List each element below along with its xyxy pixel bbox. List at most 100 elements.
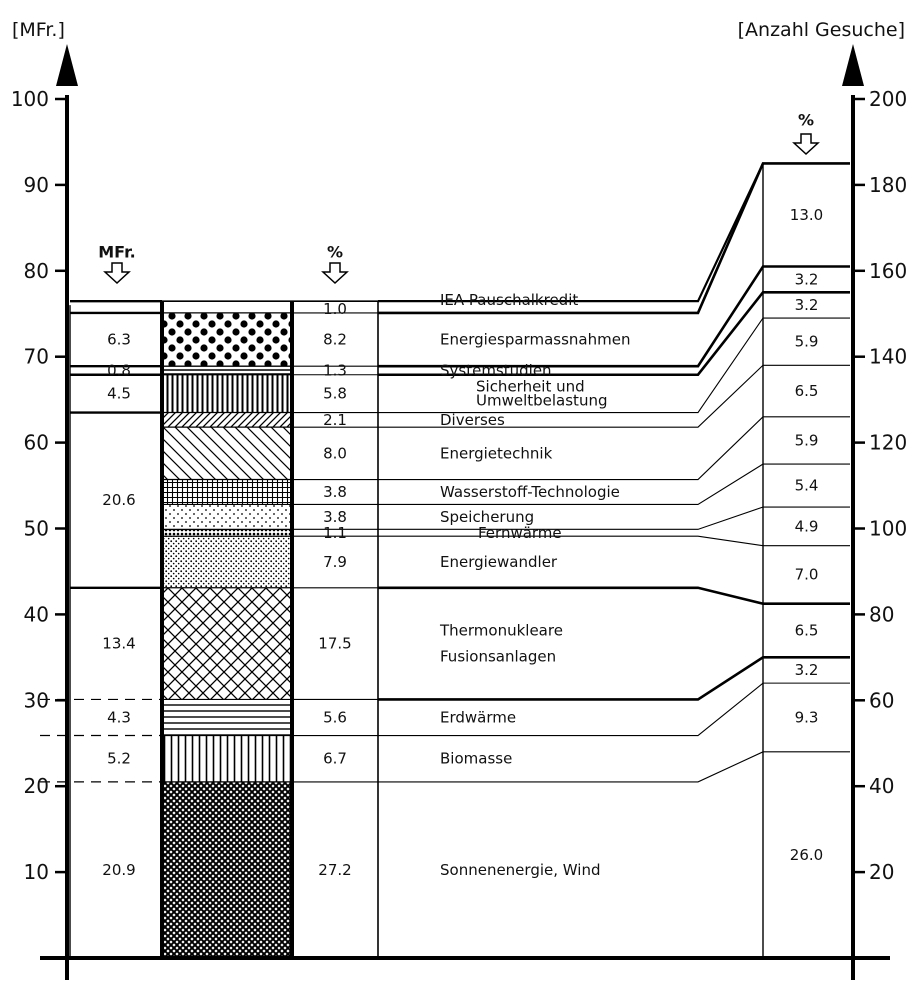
mfr-group-value-5: 4.5 xyxy=(107,385,131,403)
category-label-10-0: Sicherheit und xyxy=(476,378,585,396)
percent-down-arrow-icon xyxy=(321,262,349,285)
mfr-group-value-0: 20.9 xyxy=(102,861,135,879)
mfr-down-arrow-icon xyxy=(103,262,131,285)
bar-segment-6 xyxy=(162,504,292,530)
right-percent-value-7: 5.9 xyxy=(795,431,819,449)
left-axis-unit: [MFr.] xyxy=(12,19,65,41)
category-label-1: Biomasse xyxy=(440,750,512,768)
percent-value-9: 2.1 xyxy=(323,411,347,429)
chart-text-layer: 10 20 30 40 50 60 70 80 90 100 20 40 60 80 100 120 140 16… xyxy=(11,19,907,884)
left-tick-label-100: 100 xyxy=(11,87,49,111)
bar-segment-4 xyxy=(162,536,292,588)
bar-segment-12 xyxy=(162,312,292,367)
bar-segment-0 xyxy=(162,781,292,958)
left-axis-arrow-icon xyxy=(56,44,78,86)
right-tick-label-140: 140 xyxy=(869,345,907,369)
boundary-line-4 xyxy=(378,535,850,547)
right-tick-label-160: 160 xyxy=(869,259,907,283)
right-tick-label-180: 180 xyxy=(869,173,907,197)
bar-segment-11 xyxy=(162,366,292,375)
right-percent-value-4: 7.0 xyxy=(795,566,819,584)
right-tick-label-100: 100 xyxy=(869,517,907,541)
right-tick-label-20: 20 xyxy=(869,860,894,884)
category-label-13: IEA Pauschalkredit xyxy=(440,291,578,309)
percent-value-8: 8.0 xyxy=(323,444,347,462)
right-percent-value-1: 9.3 xyxy=(795,708,819,726)
boundary-line-3 xyxy=(378,586,850,605)
percent-column-header: % xyxy=(327,243,343,262)
right-percent-column-header: % xyxy=(798,111,814,130)
bar-segment-8 xyxy=(162,427,292,480)
left-tick-label-20: 20 xyxy=(24,774,49,798)
left-tick-label-90: 90 xyxy=(24,173,49,197)
category-label-9: Diverses xyxy=(440,411,505,429)
percent-value-12: 8.2 xyxy=(323,331,347,349)
right-tick-label-60: 60 xyxy=(869,688,894,712)
percent-value-4: 7.9 xyxy=(323,553,347,571)
percent-value-3: 17.5 xyxy=(318,635,351,653)
left-tick-label-50: 50 xyxy=(24,517,49,541)
category-label-11: Systemstudien xyxy=(440,361,552,379)
boundary-line-5 xyxy=(378,506,850,530)
right-axis-arrow-icon xyxy=(842,44,864,86)
right-percent-value-9: 5.9 xyxy=(795,333,819,351)
mfr-group-value-3: 13.4 xyxy=(102,635,135,653)
bar-segment-3 xyxy=(162,587,292,700)
category-label-0: Sonnenenergie, Wind xyxy=(440,861,600,879)
percent-value-11: 1.3 xyxy=(323,361,347,379)
mfr-group-value-7: 6.3 xyxy=(107,331,131,349)
boundary-line-1 xyxy=(378,682,850,737)
bar-segment-2 xyxy=(162,699,292,736)
bar-segment-10 xyxy=(162,374,292,413)
boundary-line-12 xyxy=(378,162,850,315)
boundary-line-8 xyxy=(378,364,850,428)
left-tick-label-10: 10 xyxy=(24,860,49,884)
right-axis-unit: [Anzahl Gesuche] xyxy=(738,19,905,41)
percent-value-13: 1.0 xyxy=(323,300,347,318)
right-tick-label-200: 200 xyxy=(869,87,907,111)
left-tick-label-40: 40 xyxy=(24,602,49,626)
right-percent-value-6: 5.4 xyxy=(795,477,819,495)
mfr-group-value-4: 20.6 xyxy=(102,491,135,509)
right-percent-value-11: 3.2 xyxy=(795,270,819,288)
right-percent-value-10: 3.2 xyxy=(795,296,819,314)
boundary-line-6 xyxy=(378,463,850,505)
percent-value-0: 27.2 xyxy=(318,861,351,879)
right-percent-value-5: 4.9 xyxy=(795,517,819,535)
boundary-line-7 xyxy=(378,416,850,481)
category-label-3-0: Thermonukleare xyxy=(439,622,563,640)
category-label-4: Energiewandler xyxy=(440,553,558,571)
boundary-line-2 xyxy=(378,656,850,701)
left-tick-label-70: 70 xyxy=(24,345,49,369)
mfr-group-value-2: 4.3 xyxy=(107,708,131,726)
mfr-group-value-1: 5.2 xyxy=(107,750,131,768)
right-percent-value-8: 6.5 xyxy=(795,382,819,400)
boundary-line-9 xyxy=(378,317,850,414)
category-label-8: Energietechnik xyxy=(440,444,553,462)
boundary-line-11 xyxy=(378,265,850,368)
category-label-10-1: Umweltbelastung xyxy=(476,392,607,410)
percent-value-5: 1.1 xyxy=(323,524,347,542)
boundary-line-0 xyxy=(378,751,850,783)
category-label-7: Wasserstoff-Technologie xyxy=(440,483,620,501)
category-label-3-1: Fusionsanlagen xyxy=(440,648,556,666)
right-tick-label-40: 40 xyxy=(869,774,894,798)
percent-value-2: 5.6 xyxy=(323,708,347,726)
left-tick-label-80: 80 xyxy=(24,259,49,283)
iea-boundary-line xyxy=(378,162,764,303)
mfr-group-value-6: 0.8 xyxy=(107,361,131,379)
boundary-line-10 xyxy=(378,290,850,377)
right-tick-label-80: 80 xyxy=(869,602,894,626)
right-percent-value-3: 6.5 xyxy=(795,622,819,640)
category-label-12: Energiesparmassnahmen xyxy=(440,331,630,349)
bar-segment-9 xyxy=(162,412,292,428)
right-percent-down-arrow-icon xyxy=(792,133,820,156)
left-tick-label-60: 60 xyxy=(24,431,49,455)
percent-value-1: 6.7 xyxy=(323,750,347,768)
right-percent-value-2: 3.2 xyxy=(795,661,819,679)
bar-segment-7 xyxy=(162,479,292,505)
right-percent-value-12: 13.0 xyxy=(790,206,823,224)
bar-segment-1 xyxy=(162,735,292,782)
percent-value-10: 5.8 xyxy=(323,385,347,403)
percent-value-6: 3.8 xyxy=(323,508,347,526)
